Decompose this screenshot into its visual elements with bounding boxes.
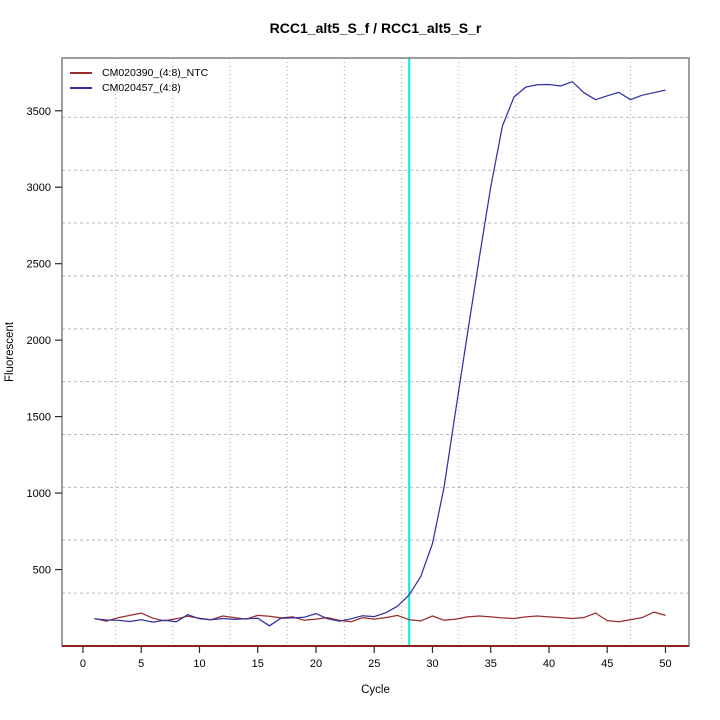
svg-text:20: 20 [310, 658, 322, 670]
svg-text:15: 15 [252, 658, 264, 670]
svg-text:30: 30 [426, 658, 438, 670]
svg-text:3500: 3500 [27, 106, 51, 118]
x-axis-ticks [82, 646, 667, 653]
legend-label-sample: CM020457_(4:8) [102, 81, 181, 94]
svg-text:40: 40 [543, 658, 555, 670]
svg-text:50: 50 [659, 658, 671, 670]
y-axis-label: Fluorescent [4, 321, 16, 383]
series-line-1 [94, 81, 666, 627]
x-tick-labels: 0 5 10 15 20 25 30 35 40 45 50 [80, 658, 672, 670]
svg-text:2500: 2500 [27, 259, 51, 271]
svg-text:5: 5 [138, 658, 144, 670]
svg-text:500: 500 [33, 565, 51, 577]
svg-text:45: 45 [601, 658, 613, 670]
legend-line-swatch-blue [70, 86, 92, 89]
svg-text:0: 0 [80, 658, 86, 670]
vertical-gridlines [115, 58, 631, 646]
x-axis-label: Cycle [361, 684, 390, 696]
svg-text:3000: 3000 [27, 182, 51, 194]
svg-text:25: 25 [368, 658, 380, 670]
svg-text:1500: 1500 [27, 412, 51, 424]
y-axis-ticks [55, 110, 62, 571]
legend-line-swatch-red [70, 71, 92, 74]
svg-text:10: 10 [193, 658, 205, 670]
y-tick-labels: 500 1000 1500 2000 2500 3000 3500 [27, 106, 51, 577]
svg-text:2000: 2000 [27, 335, 51, 347]
legend-label-ntc: CM020390_(4:8)_NTC [102, 66, 209, 79]
horizontal-gridlines [62, 116, 689, 594]
chart-title: RCC1_alt5_S_f / RCC1_alt5_S_r [269, 20, 482, 36]
legend-item-sample: CM020457_(4:8) [70, 80, 208, 95]
plot-border [61, 57, 690, 647]
legend: CM020390_(4:8)_NTC CM020457_(4:8) [70, 65, 208, 95]
series-line-0 [94, 611, 666, 623]
legend-item-ntc: CM020390_(4:8)_NTC [70, 65, 208, 80]
svg-text:35: 35 [485, 658, 497, 670]
svg-text:1000: 1000 [27, 488, 51, 500]
